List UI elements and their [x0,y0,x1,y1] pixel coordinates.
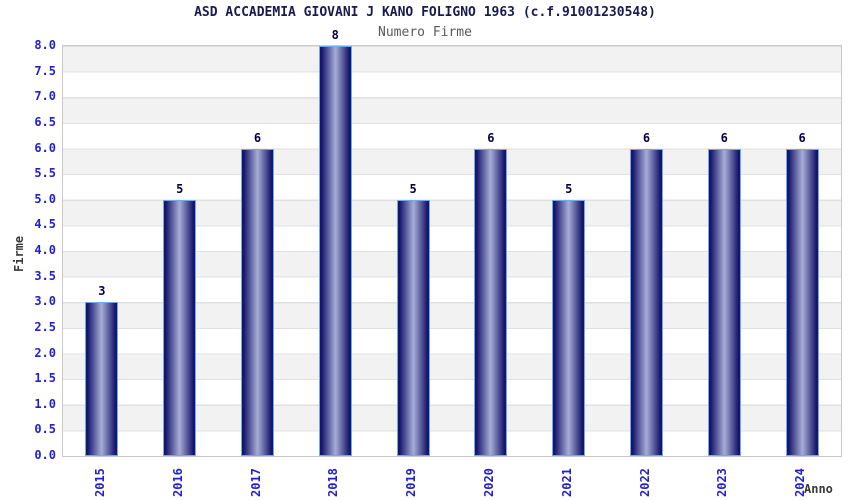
bar [552,199,586,456]
bar-value-label: 5 [565,181,573,196]
bar-value-label: 3 [98,284,106,299]
x-tick-label: 2020 [481,468,496,497]
y-tick-label: 0.5 [34,422,56,437]
y-tick-label: 3.0 [34,294,56,309]
bar [474,148,508,456]
bar-value-label: 5 [176,181,184,196]
y-tick-label: 7.5 [34,63,56,78]
x-tick-label: 2018 [326,468,341,497]
x-tick-label: 2022 [637,468,652,497]
bar [85,302,119,456]
y-tick-label: 0.0 [34,448,56,462]
bar-value-label: 8 [331,28,339,42]
y-tick-label: 4.0 [34,243,56,257]
y-tick-label: 5.5 [34,166,56,181]
y-tick-label: 2.0 [34,345,56,360]
bar [241,148,274,456]
bar [707,148,741,456]
bar [396,199,430,456]
x-tick-label: 2016 [170,468,185,497]
x-axis-title: Anno [804,482,833,496]
y-tick-label: 7.0 [34,89,56,104]
plot-area: 3 5 6 8 5 6 5 6 6 6 [62,28,842,457]
x-tick-label: 2021 [559,468,574,497]
y-tick-label: 3.5 [34,268,56,283]
bar-value-label: 6 [253,130,262,145]
bar [630,148,663,456]
bar-value-label: 6 [720,130,728,145]
x-tick-label: 2017 [248,468,263,497]
x-tick-label: 2015 [92,468,107,497]
y-tick-label: 6.0 [34,140,56,155]
chart-title: ASD ACCADEMIA GIOVANI J KANO FOLIGNO 196… [194,5,656,20]
bar [318,46,352,456]
x-tick-label: 2019 [404,468,419,497]
x-tick-label: 2024 [793,468,808,497]
bar-value-label: 6 [798,130,806,145]
x-tick-label: 2023 [715,468,730,497]
bar-value-label: 5 [409,181,417,196]
y-tick-label: 6.5 [34,114,56,129]
y-tick-label: 2.5 [34,319,56,334]
y-tick-label: 1.5 [34,371,56,386]
y-tick-label: 4.5 [34,217,56,232]
y-tick-label: 5.0 [34,191,56,206]
bar [163,199,197,456]
chart-subtitle: Numero Firme [378,25,472,40]
bar [785,148,819,456]
y-tick-label: 8.0 [34,38,56,52]
bar-value-label: 6 [642,130,651,145]
bar-value-label: 6 [487,130,495,145]
y-tick-label: 1.0 [34,396,56,411]
